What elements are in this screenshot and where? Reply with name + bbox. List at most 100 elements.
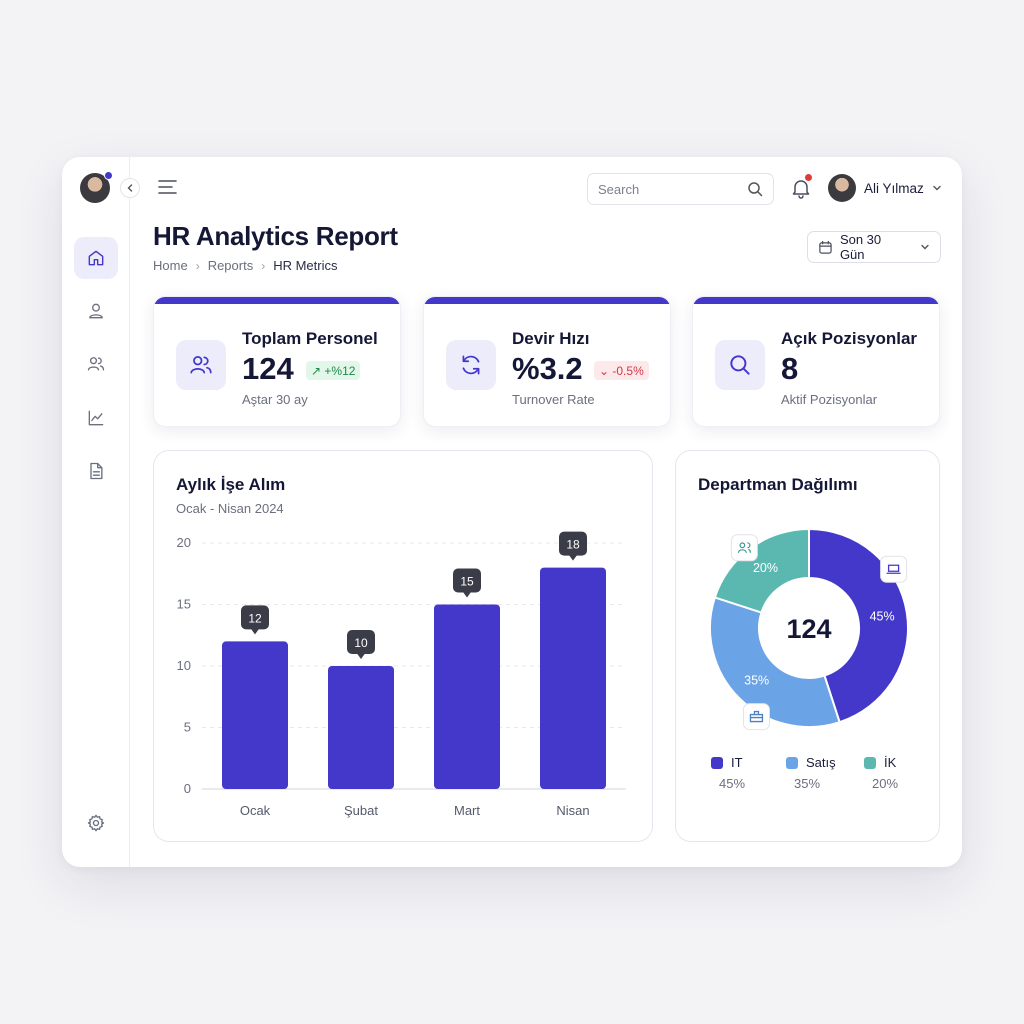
date-range-label: Son 30 Gün bbox=[839, 232, 882, 262]
legend-row: Satış bbox=[786, 755, 836, 770]
menu-icon[interactable] bbox=[158, 179, 178, 195]
kpi-card-open-positions[interactable]: Açık Pozisyonlar 8 Aktif Pozisyonlar bbox=[692, 296, 940, 427]
users-icon bbox=[190, 356, 212, 374]
sidebar-item-settings[interactable] bbox=[74, 802, 118, 844]
search-input[interactable] bbox=[598, 181, 747, 197]
donut-slice bbox=[713, 527, 810, 614]
kpi-icon-box bbox=[176, 340, 226, 390]
document-icon bbox=[90, 462, 103, 480]
bar-value-label: 10 bbox=[354, 636, 368, 650]
bar-value-label: 15 bbox=[460, 575, 474, 589]
legend-swatch bbox=[711, 756, 723, 769]
user-menu[interactable]: Ali Yılmaz bbox=[828, 174, 942, 202]
bar-value-tooltip: 18 bbox=[559, 531, 587, 561]
notification-dot bbox=[805, 174, 812, 181]
legend-label: IT bbox=[731, 755, 743, 770]
legend-percent: 35% bbox=[794, 776, 821, 791]
date-range-button[interactable]: Son 30 Gün bbox=[807, 231, 941, 263]
user-avatar bbox=[828, 174, 856, 202]
monthly-hiring-card: Aylık İşe Alım Ocak - Nisan 2024 0 5 10 15 2… bbox=[153, 450, 653, 842]
kpi-card-turnover[interactable]: Devir Hızı %3.2 ⌄ -0.5% Turnover Rate bbox=[423, 296, 671, 427]
y-tick-label: 20 bbox=[177, 535, 191, 550]
legend-item[interactable]: İK 20% bbox=[864, 755, 898, 791]
trend-badge: ⌄ -0.5% bbox=[594, 361, 649, 380]
bar-value-tooltip: 12 bbox=[241, 605, 269, 635]
slice-percent-label: 20% bbox=[753, 561, 778, 575]
home-icon bbox=[88, 250, 104, 266]
kpi-icon-box bbox=[446, 340, 496, 390]
people-glyph-body bbox=[737, 542, 751, 553]
people-glyph-head bbox=[739, 542, 746, 549]
y-tick-label: 15 bbox=[177, 597, 191, 612]
y-tick-label: 5 bbox=[184, 720, 191, 735]
legend-swatch bbox=[864, 756, 876, 769]
tooltip-box bbox=[347, 630, 375, 654]
chart-line-icon bbox=[88, 410, 104, 426]
refresh-icon bbox=[462, 355, 480, 375]
app-window: Ali Yılmaz HR Analytics Report Home › Re… bbox=[62, 157, 962, 867]
legend-percent: 45% bbox=[719, 776, 746, 791]
bar bbox=[222, 641, 288, 789]
bar-chart: 0 5 10 15 20 12 Ocak 10 Şubat 15 Mart 18 Nisan bbox=[177, 531, 626, 818]
laptop-glyph bbox=[886, 564, 901, 574]
legend-row: İK bbox=[864, 755, 898, 770]
sidebar-item-home[interactable] bbox=[74, 237, 118, 279]
legend-label: İK bbox=[884, 755, 897, 770]
chevron-down-icon bbox=[933, 185, 941, 191]
legend-label: Satış bbox=[806, 755, 836, 770]
breadcrumb-home[interactable]: Home bbox=[153, 258, 188, 273]
search-bar bbox=[587, 173, 774, 205]
online-status-dot bbox=[104, 171, 113, 180]
breadcrumb-current: HR Metrics bbox=[273, 258, 338, 273]
bar bbox=[540, 567, 606, 789]
legend-item[interactable]: Satış 35% bbox=[786, 755, 836, 791]
chart-title: Aylık İşe Alım bbox=[176, 475, 286, 494]
bar-value-label: 12 bbox=[248, 611, 262, 625]
sidebar bbox=[62, 157, 140, 867]
kpi-value: 8 bbox=[781, 351, 799, 386]
bar bbox=[434, 604, 500, 789]
donut-center-value: 124 bbox=[786, 614, 831, 644]
bell-icon[interactable] bbox=[790, 177, 812, 199]
gear-icon bbox=[87, 814, 105, 832]
collapse-sidebar-button[interactable] bbox=[120, 178, 140, 198]
kpi-title: Devir Hızı bbox=[512, 329, 590, 348]
chevron-left-icon bbox=[127, 184, 133, 192]
search-icon[interactable] bbox=[747, 181, 763, 197]
page-title: HR Analytics Report bbox=[153, 221, 398, 251]
tooltip-pointer bbox=[251, 628, 259, 635]
trend-badge: ↗ +%12 bbox=[306, 361, 361, 380]
sidebar-item-documents[interactable] bbox=[74, 450, 118, 492]
breadcrumb-reports[interactable]: Reports bbox=[207, 258, 254, 273]
tooltip-pointer bbox=[569, 555, 577, 561]
tooltip-pointer bbox=[463, 592, 471, 598]
kpi-subtitle: Aktif Pozisyonlar bbox=[781, 392, 878, 407]
x-tick-label: Mart bbox=[454, 803, 480, 818]
chevron-down-icon bbox=[921, 244, 929, 250]
briefcase-glyph bbox=[749, 710, 764, 723]
sidebar-item-profile[interactable] bbox=[74, 290, 118, 332]
slice-percent-label: 45% bbox=[870, 609, 895, 623]
breadcrumb: Home › Reports › HR Metrics bbox=[153, 258, 338, 273]
y-tick-label: 10 bbox=[177, 658, 191, 673]
legend-percent: 20% bbox=[872, 776, 899, 791]
department-distribution-card: Departman Dağılımı 45% 35% 20% 124 IT 45% Sat… bbox=[675, 450, 940, 842]
bar-value-tooltip: 10 bbox=[347, 630, 375, 659]
user-icon bbox=[89, 303, 103, 319]
icon-badge bbox=[742, 703, 770, 731]
sidebar-item-team[interactable] bbox=[74, 343, 118, 385]
chart-subtitle: Ocak - Nisan 2024 bbox=[176, 501, 284, 516]
sidebar-item-analytics[interactable] bbox=[74, 397, 118, 439]
laptop-icon bbox=[880, 555, 908, 583]
donut-slice bbox=[709, 596, 841, 728]
legend-swatch bbox=[786, 756, 798, 769]
bar-value-label: 18 bbox=[566, 538, 580, 552]
kpi-card-total-staff[interactable]: Toplam Personel 124 ↗ +%12 Aştar 30 ay bbox=[153, 296, 401, 427]
tooltip-box bbox=[241, 605, 269, 630]
legend-item[interactable]: IT 45% bbox=[711, 755, 745, 791]
kpi-value: 124 bbox=[242, 351, 294, 386]
kpi-icon-box bbox=[715, 340, 765, 390]
kpi-subtitle: Turnover Rate bbox=[512, 392, 595, 407]
tooltip-box bbox=[453, 568, 481, 593]
users-icon bbox=[87, 357, 105, 371]
